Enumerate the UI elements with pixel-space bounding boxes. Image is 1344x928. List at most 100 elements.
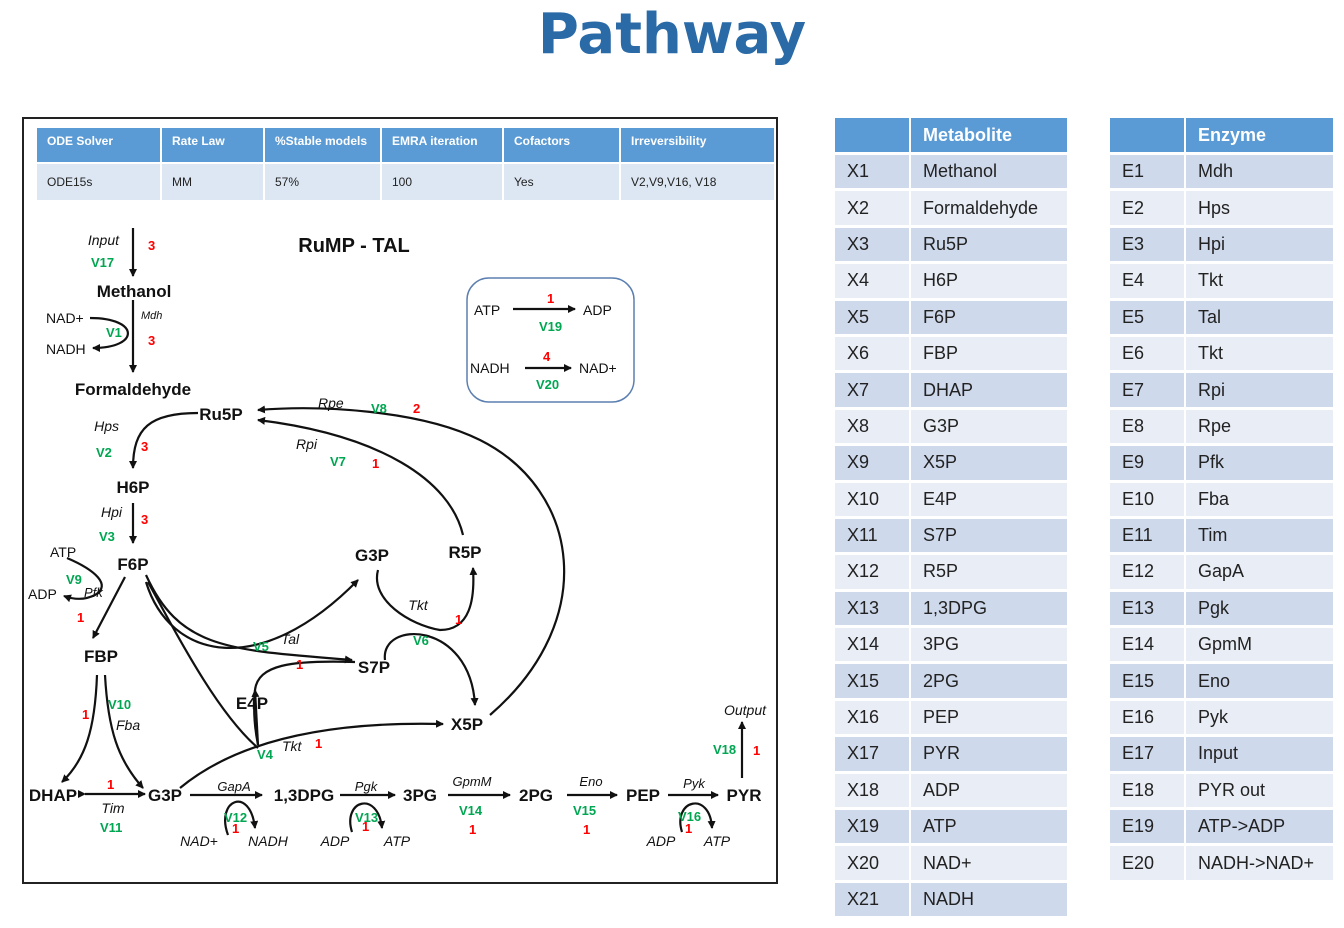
enzyme-row-id: E12 [1110, 555, 1186, 589]
edge-f6p-fbp [92, 576, 126, 639]
reaction-v15: V15 [573, 803, 596, 818]
enzyme-row-name: GpmM [1186, 628, 1333, 662]
enzyme-rpe: Rpe [318, 395, 344, 411]
param-header: Irreversibility [621, 128, 774, 162]
metabolite-row: X9 X5P [835, 446, 1067, 480]
enzyme-row-name: Hpi [1186, 227, 1333, 262]
metabolite-row-id: X14 [835, 628, 911, 662]
metabolite-s7p: S7P [358, 658, 390, 677]
reaction-v7: V7 [330, 454, 346, 469]
metabolite-13dpg: 1,3DPG [274, 786, 334, 805]
edge-f6p-e4p [147, 581, 259, 749]
enzyme-hpi: Hpi [101, 504, 123, 520]
enzyme-row: E20 NADH->NAD+ [1110, 846, 1333, 880]
param-header: Cofactors [504, 128, 619, 162]
param-header: ODE Solver [37, 128, 160, 162]
metabolite-row-id: X7 [835, 373, 911, 407]
metabolite-table-header: Metabolite [835, 118, 1067, 152]
enzyme-tkt-1: Tkt [408, 597, 429, 613]
reaction-v17: V17 [91, 255, 114, 270]
edge-fbp-dhap [61, 674, 99, 783]
metabolite-row-id: X9 [835, 446, 911, 480]
count-v15: 1 [583, 822, 590, 837]
count-v1: 3 [148, 333, 155, 348]
metabolite-row-id: X4 [835, 264, 911, 298]
metabolite-row-id: X6 [835, 336, 911, 371]
metabolite-row-id: X5 [835, 300, 911, 334]
count-v4: 1 [315, 736, 322, 751]
enzyme-row-id: E19 [1110, 810, 1186, 844]
metabolite-row-name: F6P [911, 300, 1067, 334]
metabolite-row-name: NADH [911, 882, 1067, 917]
label-adp-3: ADP [646, 833, 676, 849]
edge-s7p-x5p [383, 632, 479, 706]
metabolite-id-header [835, 118, 911, 152]
param-value: ODE15s [37, 162, 160, 200]
enzyme-row: E7 Rpi [1110, 373, 1333, 407]
metabolite-row-name: NAD+ [911, 846, 1067, 880]
metabolite-row-name: H6P [911, 264, 1067, 298]
enzyme-row-id: E17 [1110, 737, 1186, 771]
count-v11: 1 [107, 777, 114, 792]
enzyme-row: E17 Input [1110, 737, 1333, 771]
metabolite-3pg: 3PG [403, 786, 437, 805]
enzyme-row: E12 GapA [1110, 555, 1333, 589]
edge-r5p-ru5p [257, 416, 465, 536]
enzyme-table-header: Enzyme [1110, 118, 1333, 152]
metabolite-row: X8 G3P [835, 409, 1067, 444]
metabolite-row-id: X2 [835, 191, 911, 225]
enzyme-pgk: Pgk [355, 779, 379, 794]
enzyme-row-name: Tim [1186, 518, 1333, 553]
param-value: 100 [382, 162, 502, 200]
enzyme-pfk: Pfk [84, 585, 104, 600]
metabolite-row: X11 S7P [835, 518, 1067, 553]
label-atp-1: ATP [50, 544, 76, 560]
enzyme-row-id: E4 [1110, 264, 1186, 298]
metabolite-g3p: G3P [148, 786, 182, 805]
reaction-v18: V18 [713, 742, 736, 757]
metabolite-row: X19 ATP [835, 810, 1067, 844]
label-nadh-1: NADH [46, 341, 86, 357]
label-atp-3: ATP [703, 833, 731, 849]
metabolite-row-id: X11 [835, 518, 911, 553]
metabolite-row-name: Methanol [911, 155, 1067, 189]
enzyme-row-name: Input [1186, 737, 1333, 771]
enzyme-row: E19 ATP->ADP [1110, 810, 1333, 844]
edge-f6p-s7p [144, 574, 353, 664]
enzyme-row: E11 Tim [1110, 518, 1333, 553]
enzyme-mdh: Mdh [141, 310, 162, 322]
enzyme-row: E15 Eno [1110, 664, 1333, 698]
enzyme-row-id: E1 [1110, 155, 1186, 189]
enzyme-tkt-2: Tkt [282, 738, 303, 754]
metabolite-row-id: X12 [835, 555, 911, 589]
reaction-v11: V11 [100, 820, 122, 835]
enzyme-row-id: E2 [1110, 191, 1186, 225]
enzyme-row-name: Hps [1186, 191, 1333, 225]
metabolite-row-name: PEP [911, 700, 1067, 735]
metabolite-row-name: R5P [911, 555, 1067, 589]
count-v14: 1 [469, 822, 476, 837]
label-box-atp: ATP [474, 302, 500, 318]
label-atp-2: ATP [383, 833, 411, 849]
metabolite-dhap: DHAP [29, 786, 77, 805]
diagram-heading: RuMP - TAL [298, 235, 409, 257]
metabolite-row-name: FBP [911, 336, 1067, 371]
metabolite-row-id: X18 [835, 773, 911, 808]
enzyme-row-name: Pgk [1186, 591, 1333, 626]
parameters-value-row: ODE15s MM 57% 100 Yes V2,V9,V16, V18 [37, 162, 774, 200]
enzyme-id-header [1110, 118, 1186, 152]
reaction-v20: V20 [536, 377, 559, 392]
reaction-v5: V5 [253, 639, 269, 654]
count-v5: 1 [296, 657, 303, 672]
metabolite-row-id: X16 [835, 700, 911, 735]
enzyme-gpmm: GpmM [453, 774, 492, 789]
enzyme-hps: Hps [94, 418, 119, 434]
count-v13: 1 [362, 819, 369, 834]
reaction-v14: V14 [459, 803, 483, 818]
metabolite-row: X21 NADH [835, 882, 1067, 917]
enzyme-row-id: E16 [1110, 700, 1186, 735]
metabolite-row-name: 3PG [911, 628, 1067, 662]
edge-f6p-g3p [144, 579, 359, 649]
metabolite-formaldehyde: Formaldehyde [75, 380, 191, 399]
enzyme-row: E10 Fba [1110, 482, 1333, 516]
